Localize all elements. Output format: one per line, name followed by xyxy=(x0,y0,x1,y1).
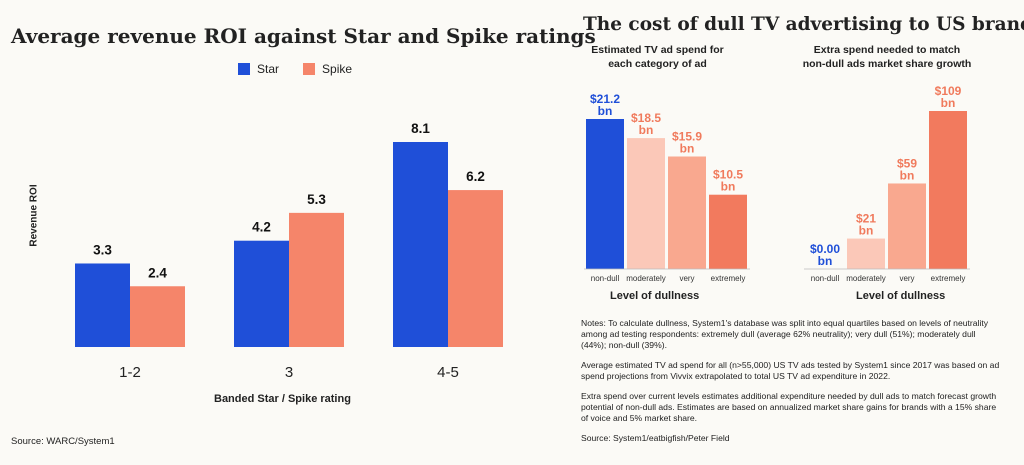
x-tick-label: non-dull xyxy=(811,274,840,283)
data-label-unit: bn xyxy=(900,168,915,182)
data-label: $18.5 xyxy=(631,111,661,125)
x-tick-label: extremely xyxy=(931,274,966,283)
bar-moderately xyxy=(627,138,665,269)
x-tick-label: 1-2 xyxy=(119,364,141,381)
data-label-unit: bn xyxy=(680,142,695,156)
bar-extremely xyxy=(709,194,747,269)
data-label: $15.9 xyxy=(672,130,702,144)
data-label-unit: bn xyxy=(598,104,613,118)
notes-block: Notes: To calculate dullness, System1's … xyxy=(581,318,1001,453)
legend-swatch-spike xyxy=(303,63,316,75)
bar-spike-1-2 xyxy=(130,286,185,347)
data-label: 2.4 xyxy=(148,265,167,280)
data-label: $10.5 xyxy=(713,168,743,182)
x-axis-label: Banded Star / Spike rating xyxy=(214,393,351,405)
note-paragraph: Average estimated TV ad spend for all (n… xyxy=(581,360,1000,381)
data-label-unit: bn xyxy=(941,96,956,110)
bar-star-4-5 xyxy=(393,142,448,347)
bar-extremely xyxy=(929,111,967,269)
left-source: Source: WARC/System1 xyxy=(11,436,115,447)
extra-spend-bar-chart: $0.00bnnon-dull$21bnmoderately$59bnvery$… xyxy=(804,84,970,283)
data-label: 5.3 xyxy=(307,192,326,207)
legend: Star Spike xyxy=(238,62,376,76)
data-label: $0.00 xyxy=(810,242,840,256)
x-tick-label: extremely xyxy=(711,274,746,283)
spend-x-axis-label: Level of dullness xyxy=(610,290,700,302)
data-label: 4.2 xyxy=(252,220,271,235)
x-tick-label: 4-5 xyxy=(437,364,459,381)
bar-spike-4-5 xyxy=(448,190,503,347)
bar-non-dull xyxy=(586,119,624,269)
x-tick-label: non-dull xyxy=(591,274,620,283)
right-source: Source: System1/eatbigfish/Peter Field xyxy=(581,433,730,443)
legend-item-spike: Spike xyxy=(303,62,352,76)
left-chart-title: Average revenue ROI against Star and Spi… xyxy=(11,24,596,48)
bar-very xyxy=(888,183,926,269)
bar-very xyxy=(668,156,706,269)
bar-moderately xyxy=(847,238,885,269)
legend-label-star: Star xyxy=(257,62,280,76)
legend-swatch-star xyxy=(238,63,250,75)
roi-bar-chart: 3.3 2.4 1-2 4.2 5.3 3 8.1 6.2 4-5 xyxy=(75,121,503,381)
data-label: $21 xyxy=(856,212,876,226)
spend-bar-chart: $21.2bnnon-dull$18.5bnmoderately$15.9bnv… xyxy=(584,92,750,283)
data-label: $59 xyxy=(897,156,917,170)
extra-spend-chart-title: Extra spend needed to match non-dull ads… xyxy=(802,44,972,70)
data-label: 3.3 xyxy=(93,242,112,257)
data-label: $21.2 xyxy=(590,92,620,106)
bar-spike-3 xyxy=(289,212,344,347)
data-label-unit: bn xyxy=(721,180,736,194)
x-tick-label: moderately xyxy=(846,274,886,283)
extra-x-axis-label: Level of dullness xyxy=(856,290,946,302)
x-tick-label: moderately xyxy=(626,274,666,283)
note-paragraph: Extra spend over current levels estimate… xyxy=(581,391,997,423)
spend-chart-title: Estimated TV ad spend for each category … xyxy=(591,44,724,70)
x-tick-label: very xyxy=(679,274,694,283)
note-paragraph: Notes: To calculate dullness, System1's … xyxy=(581,318,989,350)
data-label-unit: bn xyxy=(818,254,833,268)
data-label: $109 xyxy=(935,84,962,98)
x-tick-label: very xyxy=(899,274,914,283)
data-label-unit: bn xyxy=(639,123,654,137)
legend-label-spike: Spike xyxy=(322,62,353,76)
bar-star-1-2 xyxy=(75,263,130,347)
bar-star-3 xyxy=(234,240,289,347)
data-label: 8.1 xyxy=(411,121,430,136)
data-label-unit: bn xyxy=(859,224,874,238)
legend-item-star: Star xyxy=(238,62,279,76)
x-tick-label: 3 xyxy=(285,364,293,381)
right-chart-title: The cost of dull TV advertising to US br… xyxy=(583,14,1024,35)
data-label: 6.2 xyxy=(466,169,485,184)
